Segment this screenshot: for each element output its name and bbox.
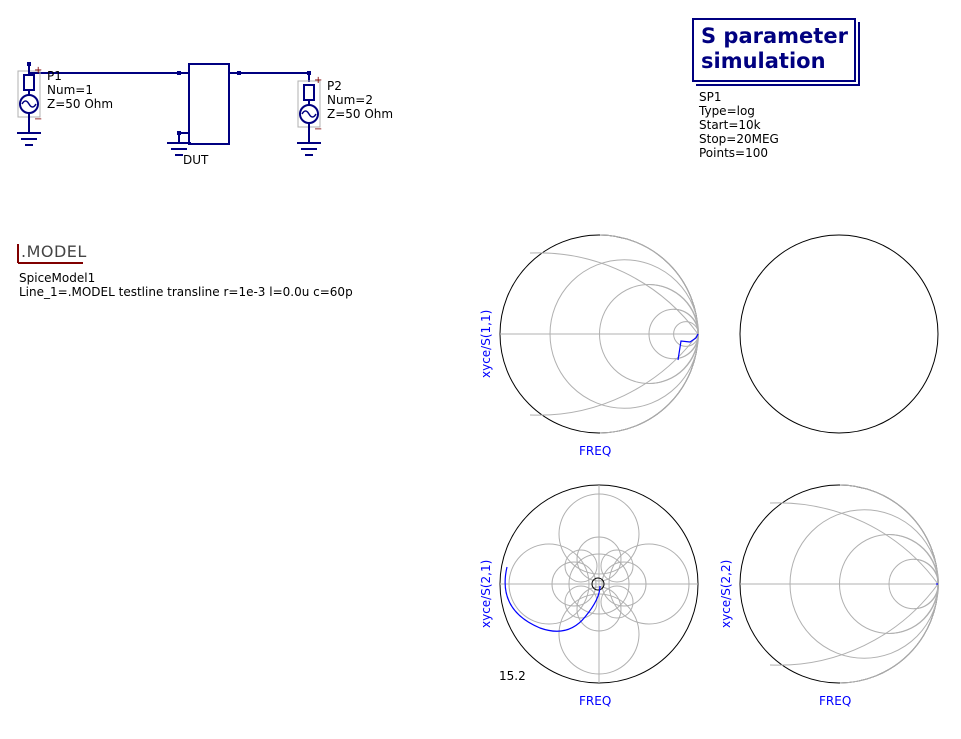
sparam-title: S parameter simulation <box>701 24 848 74</box>
svg-text:+: + <box>314 75 322 86</box>
svg-text:−: − <box>314 124 322 135</box>
s11-trace <box>677 333 699 361</box>
port-p2-num: Num=2 <box>327 93 373 107</box>
port-p2[interactable]: + − <box>297 75 322 156</box>
sparam-start: Start=10k <box>699 118 761 132</box>
sparam-title-line1: S parameter <box>701 24 848 48</box>
s22-xlabel: FREQ <box>819 694 852 708</box>
wires[interactable] <box>28 64 310 82</box>
s11-ylabel: xyce/S(1,1) <box>479 309 493 378</box>
dut-label: DUT <box>183 153 209 167</box>
sparam-title-line2: simulation <box>701 49 826 73</box>
smith-grid <box>500 234 699 434</box>
smith-chart-s11[interactable] <box>499 234 699 434</box>
ground-icon <box>167 142 191 156</box>
polar-chart-s21[interactable] <box>499 484 699 684</box>
s22-ylabel: xyce/S(2,2) <box>719 559 733 628</box>
port-p1-impedance: Z=50 Ohm <box>47 97 114 111</box>
svg-text:−: − <box>34 114 42 125</box>
smith-chart-s22[interactable] <box>739 484 939 684</box>
sparam-name: SP1 <box>699 90 722 104</box>
smith-chart-empty[interactable] <box>739 234 939 434</box>
s21-trace <box>504 566 601 632</box>
polar-grid <box>500 485 698 683</box>
s21-xlabel: FREQ <box>579 694 612 708</box>
model-marker <box>17 244 83 264</box>
sparam-points: Points=100 <box>699 146 769 160</box>
sparam-stop: Stop=20MEG <box>699 132 779 146</box>
s21-scale-value: 15.2 <box>499 669 526 683</box>
origin-marker <box>591 577 605 591</box>
ground-icon <box>17 132 41 146</box>
ground-icon <box>297 142 321 156</box>
port-p2-name: P2 <box>327 79 342 93</box>
s21-ylabel: xyce/S(2,1) <box>479 559 493 628</box>
port-p1-name: P1 <box>47 69 62 83</box>
model-definition: Line_1=.MODEL testline transline r=1e-3 … <box>19 285 353 299</box>
s11-xlabel: FREQ <box>579 444 612 458</box>
dut-block[interactable] <box>167 63 230 156</box>
port-p1-num: Num=1 <box>47 83 93 97</box>
sparam-type: Type=log <box>699 104 755 118</box>
port-p2-impedance: Z=50 Ohm <box>327 107 394 121</box>
port-p1[interactable]: + − <box>17 64 42 146</box>
svg-text:+: + <box>34 65 42 76</box>
sparam-simulation-block[interactable]: S parameter simulation <box>692 18 856 82</box>
model-name: SpiceModel1 <box>19 271 96 285</box>
smith-grid <box>740 484 939 684</box>
model-header[interactable]: .MODEL <box>21 242 87 261</box>
